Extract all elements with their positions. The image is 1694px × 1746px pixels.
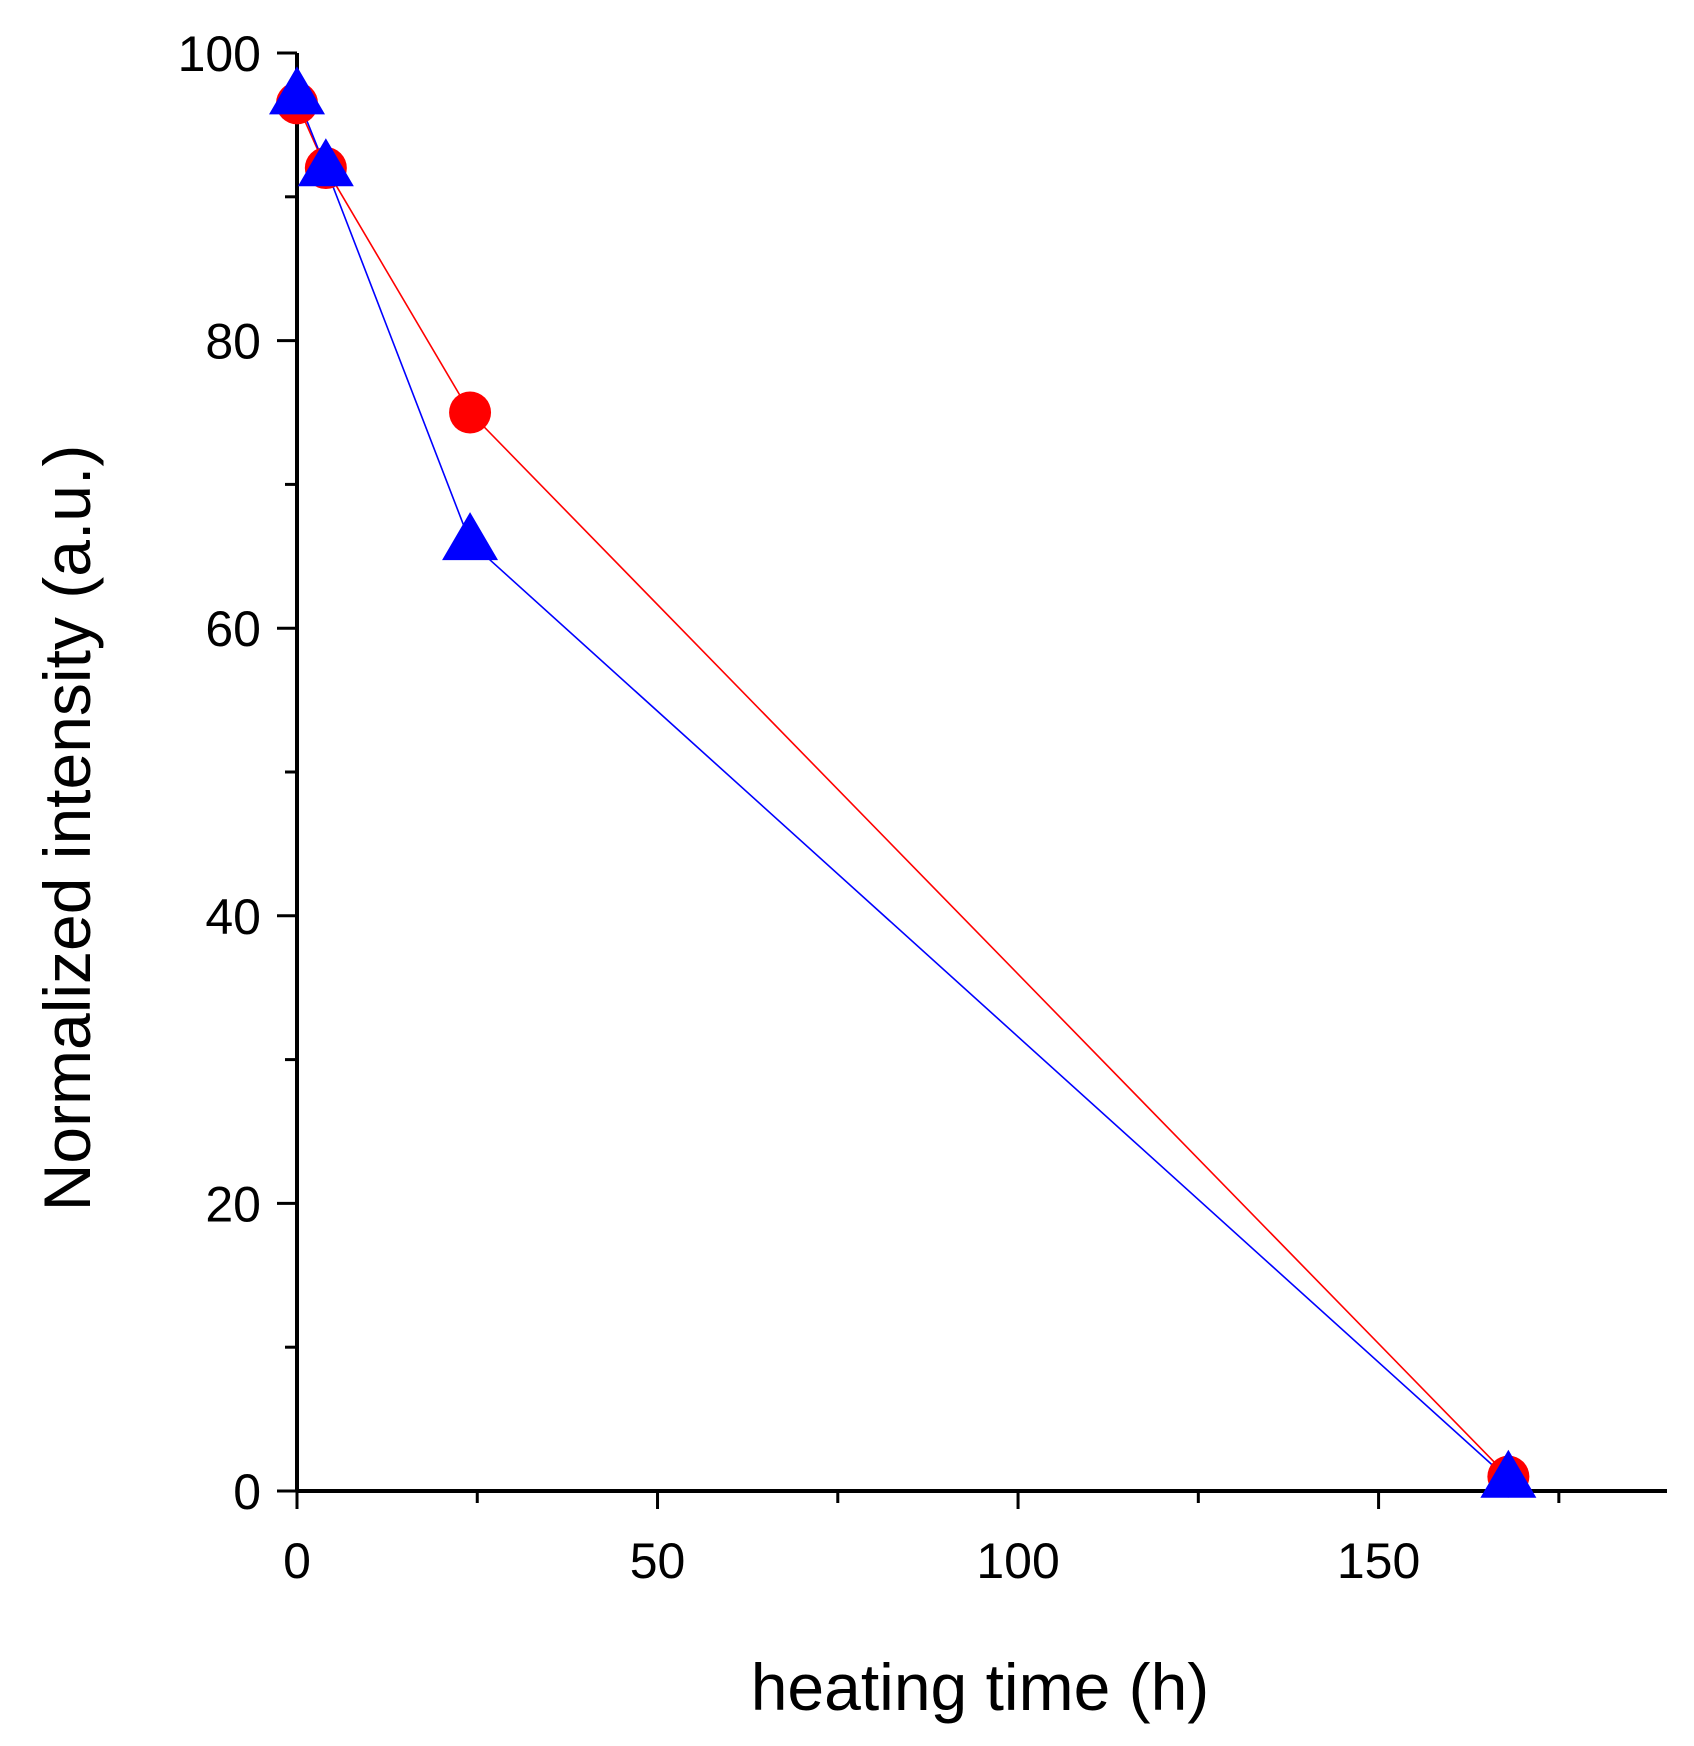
x-tick-label: 0 <box>283 1533 311 1589</box>
series-line-segment <box>325 167 471 413</box>
series-circles-markers <box>276 82 1530 1498</box>
x-ticks: 0 50 100 150 <box>283 1491 1561 1589</box>
series-line-segment <box>469 541 1509 1481</box>
y-tick-label: 0 <box>233 1464 261 1520</box>
data-point-circle <box>449 391 492 434</box>
series-triangles-markers <box>269 66 1537 1498</box>
series-line-segment <box>469 411 1509 1478</box>
y-axis-title: Normalized intensity (a.u.) <box>30 445 104 1212</box>
y-ticks: 0 20 40 60 80 100 <box>178 26 297 1520</box>
data-point-triangle <box>269 66 325 115</box>
x-tick-label: 50 <box>630 1533 686 1589</box>
y-tick-label: 60 <box>205 601 261 657</box>
data-point-triangle <box>297 138 354 187</box>
x-tick-label: 100 <box>976 1533 1059 1589</box>
y-tick-label: 80 <box>205 314 261 370</box>
x-axis-title: heating time (h) <box>751 1650 1210 1724</box>
series-layer <box>269 66 1537 1498</box>
y-tick-label: 20 <box>205 1176 261 1232</box>
y-tick-label: 100 <box>178 26 261 82</box>
series-line-segment <box>325 167 471 543</box>
axes <box>295 53 1667 1493</box>
series-triangles-line <box>296 95 1509 1481</box>
x-tick-label: 150 <box>1337 1533 1420 1589</box>
data-point-triangle <box>1480 1449 1537 1498</box>
data-point-triangle <box>442 512 499 561</box>
series-circles-line <box>296 103 1509 1478</box>
y-tick-label: 40 <box>205 889 261 945</box>
